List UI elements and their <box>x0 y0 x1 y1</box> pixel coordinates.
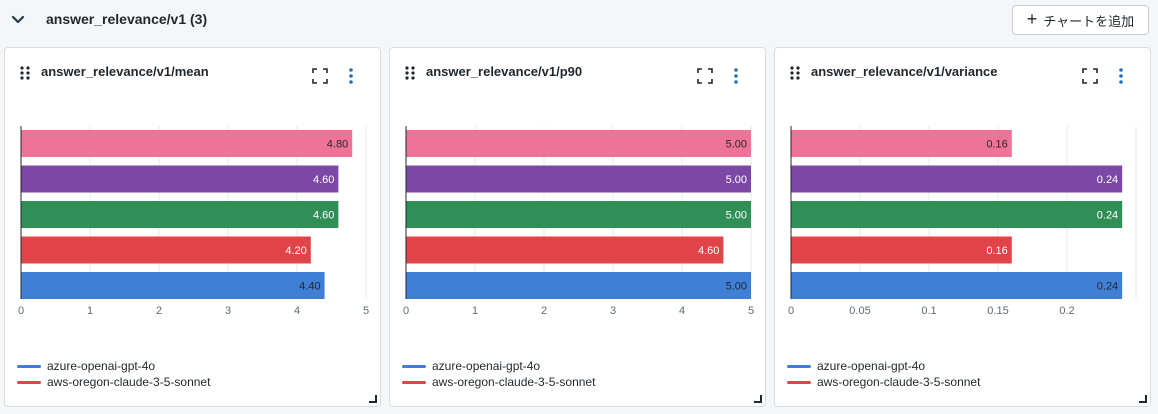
legend-item[interactable]: aws-oregon-claude-3-5-sonnet <box>17 374 210 390</box>
drag-handle-icon[interactable] <box>405 66 415 80</box>
legend: azure-openai-gpt-4o aws-oregon-claude-3-… <box>787 358 980 390</box>
legend-swatch <box>787 364 811 368</box>
bar <box>21 165 339 193</box>
drag-handle-icon[interactable] <box>20 66 30 80</box>
bar-value-label: 0.24 <box>1097 210 1118 222</box>
legend-item[interactable]: azure-openai-gpt-4o <box>17 358 210 374</box>
add-chart-button[interactable]: + チャートを追加 <box>1012 5 1149 35</box>
bar-value-label: 4.20 <box>285 245 306 257</box>
chart-title: answer_relevance/v1/variance <box>811 64 998 79</box>
chart-card-p90: answer_relevance/v1/p90 0 1 2 3 4 5 5.00 5.00 5.… <box>389 47 766 407</box>
x-tick-label: 4 <box>294 305 300 317</box>
legend-label: azure-openai-gpt-4o <box>432 359 541 373</box>
legend-item[interactable]: aws-oregon-claude-3-5-sonnet <box>787 374 980 390</box>
fullscreen-icon[interactable] <box>312 68 328 84</box>
legend-item[interactable]: azure-openai-gpt-4o <box>787 358 980 374</box>
x-tick-label: 1 <box>472 305 478 317</box>
bar-value-label: 4.40 <box>299 281 320 293</box>
x-tick-label: 2 <box>156 305 162 317</box>
bar <box>791 272 1123 299</box>
bar-value-label: 5.00 <box>726 210 747 222</box>
legend-label: aws-oregon-claude-3-5-sonnet <box>47 375 211 389</box>
chevron-down-icon <box>11 15 25 24</box>
bar-value-label: 4.60 <box>313 174 334 186</box>
bar <box>21 130 353 157</box>
legend-swatch <box>402 380 426 384</box>
bar <box>406 272 751 299</box>
bar <box>406 130 751 157</box>
bar-chart: 0 1 2 3 4 5 4.80 4.60 4.60 4.20 4.40 <box>18 126 369 317</box>
bar-chart: 0 0.05 0.1 0.15 0.2 0.16 0.24 0.24 0.16 0.24 <box>788 126 1137 317</box>
bar-value-label: 4.80 <box>327 139 348 151</box>
more-options-icon[interactable] <box>1115 67 1127 85</box>
bar-value-label: 5.00 <box>726 139 747 151</box>
more-options-icon[interactable] <box>345 67 357 85</box>
x-tick-label: 0.2 <box>1059 305 1074 317</box>
chart-title: answer_relevance/v1/mean <box>41 64 209 79</box>
x-tick-label: 2 <box>541 305 547 317</box>
legend-swatch <box>17 364 41 368</box>
x-tick-label: 0.15 <box>987 305 1008 317</box>
legend-label: aws-oregon-claude-3-5-sonnet <box>817 375 981 389</box>
bar <box>406 236 724 264</box>
bar <box>21 272 325 299</box>
section-title: answer_relevance/v1 (3) <box>46 11 208 27</box>
bar <box>21 236 311 264</box>
bar-value-label: 0.16 <box>986 139 1007 151</box>
legend-item[interactable]: azure-openai-gpt-4o <box>402 358 595 374</box>
fullscreen-icon[interactable] <box>697 68 713 84</box>
add-chart-label: チャートを追加 <box>1043 13 1135 29</box>
legend-label: aws-oregon-claude-3-5-sonnet <box>432 375 596 389</box>
bar <box>791 236 1012 264</box>
plus-icon: + <box>1026 9 1038 29</box>
fullscreen-icon[interactable] <box>1082 68 1098 84</box>
x-tick-label: 3 <box>610 305 616 317</box>
x-tick-label: 0.05 <box>849 305 870 317</box>
legend: azure-openai-gpt-4o aws-oregon-claude-3-… <box>402 358 595 390</box>
drag-handle-icon[interactable] <box>790 66 800 80</box>
more-options-icon[interactable] <box>730 67 742 85</box>
legend-item[interactable]: aws-oregon-claude-3-5-sonnet <box>402 374 595 390</box>
bar-value-label: 5.00 <box>726 174 747 186</box>
bar <box>406 165 751 193</box>
chart-title: answer_relevance/v1/p90 <box>426 64 583 79</box>
bar-chart: 0 1 2 3 4 55.005.005.004.605.00 <box>403 126 754 317</box>
legend-label: azure-openai-gpt-4o <box>47 359 156 373</box>
bar-value-label: 5.00 <box>726 281 747 293</box>
bar-value-label: 4.60 <box>698 245 719 257</box>
bar <box>21 201 339 228</box>
legend-label: azure-openai-gpt-4o <box>817 359 926 373</box>
resize-handle[interactable] <box>1139 395 1147 403</box>
bar <box>791 201 1123 228</box>
bar-value-label: 0.24 <box>1097 174 1118 186</box>
x-tick-label: 3 <box>225 305 231 317</box>
x-tick-label: 0 <box>403 305 409 317</box>
collapse-toggle[interactable] <box>8 10 28 30</box>
x-tick-label: 0 <box>788 305 794 317</box>
x-tick-label: 1 <box>87 305 93 317</box>
legend-swatch <box>402 364 426 368</box>
legend-swatch <box>787 380 811 384</box>
x-tick-label: 5 <box>748 305 754 317</box>
bar-value-label: 0.16 <box>986 245 1007 257</box>
chart-card-mean: answer_relevance/v1/mean 0 1 2 3 4 5 4.80 4.60 4… <box>4 47 381 407</box>
resize-handle[interactable] <box>369 395 377 403</box>
bar <box>791 165 1123 193</box>
bar <box>791 130 1012 157</box>
legend: azure-openai-gpt-4o aws-oregon-claude-3-… <box>17 358 210 390</box>
x-tick-label: 4 <box>679 305 685 317</box>
bar <box>406 201 751 228</box>
x-tick-label: 0.1 <box>921 305 936 317</box>
chart-card-variance: answer_relevance/v1/variance 0 0.05 0.1 0.1… <box>774 47 1151 407</box>
bar-value-label: 4.60 <box>313 210 334 222</box>
x-tick-label: 0 <box>18 305 24 317</box>
legend-swatch <box>17 380 41 384</box>
section-header: answer_relevance/v1 (3) + チャートを追加 <box>0 0 1158 42</box>
bar-value-label: 0.24 <box>1097 281 1118 293</box>
resize-handle[interactable] <box>754 395 762 403</box>
x-tick-label: 5 <box>363 305 369 317</box>
